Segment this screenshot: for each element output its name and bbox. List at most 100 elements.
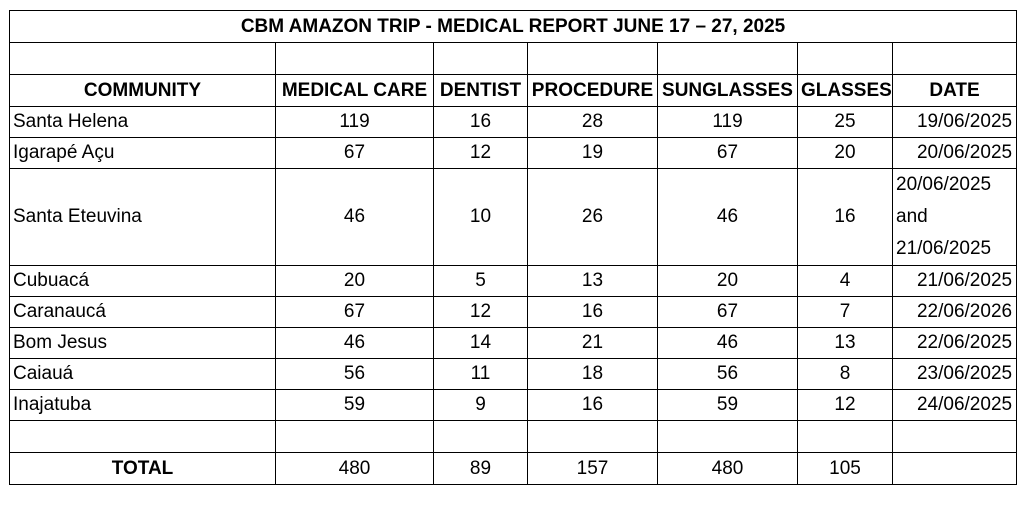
procedure-cell: 16 bbox=[527, 389, 658, 421]
date-cell: 20/06/2025 bbox=[891, 137, 1018, 169]
table-row: Caranaucá 67 12 16 67 7 22/06/2026 bbox=[9, 296, 1018, 328]
blank-row-bottom bbox=[9, 420, 1018, 453]
procedure-cell: 18 bbox=[527, 358, 658, 390]
blank-row-top bbox=[9, 42, 1018, 75]
procedure-cell: 19 bbox=[527, 137, 658, 169]
blank-cell bbox=[891, 42, 1018, 75]
date-cell: 22/06/2025 bbox=[891, 327, 1018, 359]
glasses-cell: 25 bbox=[797, 106, 893, 138]
procedure-cell: 21 bbox=[527, 327, 658, 359]
sunglasses-cell: 56 bbox=[657, 358, 798, 390]
blank-cell bbox=[527, 42, 658, 75]
total-sunglasses: 480 bbox=[657, 452, 798, 485]
date-cell: 20/06/2025 and 21/06/2025 bbox=[891, 168, 1018, 266]
dentist-cell: 9 bbox=[433, 389, 528, 421]
medical-care-cell: 67 bbox=[275, 296, 434, 328]
header-glasses: GLASSES bbox=[797, 74, 893, 107]
table-row: Santa Eteuvina 46 10 26 46 16 20/06/2025… bbox=[9, 168, 1018, 266]
blank-cell bbox=[797, 42, 893, 75]
total-dentist: 89 bbox=[433, 452, 528, 485]
dentist-cell: 10 bbox=[433, 168, 528, 266]
date-cell: 22/06/2026 bbox=[891, 296, 1018, 328]
medical-care-cell: 20 bbox=[275, 265, 434, 297]
table-row: Bom Jesus 46 14 21 46 13 22/06/2025 bbox=[9, 327, 1018, 359]
header-community: COMMUNITY bbox=[9, 74, 276, 107]
dentist-cell: 12 bbox=[433, 296, 528, 328]
sunglasses-cell: 59 bbox=[657, 389, 798, 421]
dentist-cell: 12 bbox=[433, 137, 528, 169]
blank-cell bbox=[275, 420, 434, 453]
table-row: Igarapé Açu 67 12 19 67 20 20/06/2025 bbox=[9, 137, 1018, 169]
header-row: COMMUNITY MEDICAL CARE DENTIST PROCEDURE… bbox=[9, 74, 1018, 107]
sunglasses-cell: 119 bbox=[657, 106, 798, 138]
table-row: Caiauá 56 11 18 56 8 23/06/2025 bbox=[9, 358, 1018, 390]
dentist-cell: 16 bbox=[433, 106, 528, 138]
glasses-cell: 4 bbox=[797, 265, 893, 297]
glasses-cell: 16 bbox=[797, 168, 893, 266]
header-date: DATE bbox=[891, 74, 1018, 107]
blank-cell bbox=[657, 42, 798, 75]
medical-care-cell: 46 bbox=[275, 168, 434, 266]
blank-cell bbox=[433, 420, 528, 453]
community-cell: Caiauá bbox=[9, 358, 276, 390]
blank-cell bbox=[797, 420, 893, 453]
procedure-cell: 28 bbox=[527, 106, 658, 138]
community-cell: Santa Helena bbox=[9, 106, 276, 138]
report-title: CBM AMAZON TRIP - MEDICAL REPORT JUNE 17… bbox=[8, 10, 1018, 43]
sunglasses-cell: 20 bbox=[657, 265, 798, 297]
procedure-cell: 16 bbox=[527, 296, 658, 328]
header-dentist: DENTIST bbox=[433, 74, 528, 107]
community-cell: Santa Eteuvina bbox=[9, 168, 276, 266]
blank-cell bbox=[9, 42, 276, 75]
medical-care-cell: 56 bbox=[275, 358, 434, 390]
date-line: 20/06/2025 bbox=[896, 174, 992, 195]
blank-cell bbox=[657, 420, 798, 453]
glasses-cell: 12 bbox=[797, 389, 893, 421]
header-medical-care: MEDICAL CARE bbox=[275, 74, 434, 107]
dentist-cell: 14 bbox=[433, 327, 528, 359]
blank-cell bbox=[433, 42, 528, 75]
dentist-cell: 11 bbox=[433, 358, 528, 390]
blank-cell bbox=[891, 420, 1018, 453]
date-line: 21/06/2025 bbox=[896, 238, 992, 259]
sunglasses-cell: 46 bbox=[657, 327, 798, 359]
total-date-blank bbox=[891, 452, 1018, 485]
date-line: and bbox=[896, 206, 928, 227]
medical-care-cell: 119 bbox=[275, 106, 434, 138]
date-cell: 21/06/2025 bbox=[891, 265, 1018, 297]
community-cell: Igarapé Açu bbox=[9, 137, 276, 169]
blank-cell bbox=[527, 420, 658, 453]
date-cell: 23/06/2025 bbox=[891, 358, 1018, 390]
date-cell: 24/06/2025 bbox=[891, 389, 1018, 421]
community-cell: Inajatuba bbox=[9, 389, 276, 421]
blank-cell bbox=[275, 42, 434, 75]
procedure-cell: 26 bbox=[527, 168, 658, 266]
glasses-cell: 20 bbox=[797, 137, 893, 169]
glasses-cell: 8 bbox=[797, 358, 893, 390]
table-row: Cubuacá 20 5 13 20 4 21/06/2025 bbox=[9, 265, 1018, 297]
glasses-cell: 13 bbox=[797, 327, 893, 359]
medical-report-table: CBM AMAZON TRIP - MEDICAL REPORT JUNE 17… bbox=[8, 10, 1018, 485]
medical-care-cell: 59 bbox=[275, 389, 434, 421]
sunglasses-cell: 67 bbox=[657, 296, 798, 328]
blank-cell bbox=[9, 420, 276, 453]
total-glasses: 105 bbox=[797, 452, 893, 485]
community-cell: Bom Jesus bbox=[9, 327, 276, 359]
table-row: Santa Helena 119 16 28 119 25 19/06/2025 bbox=[9, 106, 1018, 138]
total-procedure: 157 bbox=[527, 452, 658, 485]
sunglasses-cell: 67 bbox=[657, 137, 798, 169]
glasses-cell: 7 bbox=[797, 296, 893, 328]
total-row: TOTAL 480 89 157 480 105 bbox=[9, 452, 1018, 485]
community-cell: Caranaucá bbox=[9, 296, 276, 328]
medical-care-cell: 67 bbox=[275, 137, 434, 169]
sunglasses-cell: 46 bbox=[657, 168, 798, 266]
header-sunglasses: SUNGLASSES bbox=[657, 74, 798, 107]
table-row: Inajatuba 59 9 16 59 12 24/06/2025 bbox=[9, 389, 1018, 421]
header-procedure: PROCEDURE bbox=[527, 74, 658, 107]
total-medical-care: 480 bbox=[275, 452, 434, 485]
total-label: TOTAL bbox=[9, 452, 276, 485]
community-cell: Cubuacá bbox=[9, 265, 276, 297]
date-cell: 19/06/2025 bbox=[891, 106, 1018, 138]
medical-care-cell: 46 bbox=[275, 327, 434, 359]
procedure-cell: 13 bbox=[527, 265, 658, 297]
